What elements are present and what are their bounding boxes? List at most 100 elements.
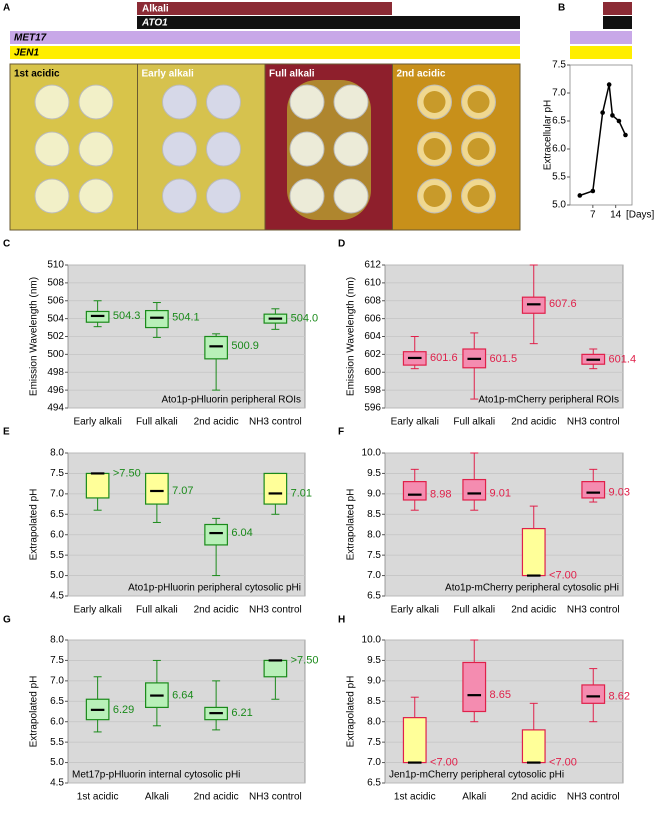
x-tick-label: 2nd acidic xyxy=(511,792,556,803)
colony xyxy=(206,84,241,120)
panel-letter: D xyxy=(338,239,345,250)
ato1-bar xyxy=(603,16,632,29)
alkali-bar xyxy=(603,2,632,15)
y-tick-label: 7.5 xyxy=(367,737,381,748)
value-label: 504.1 xyxy=(172,312,200,324)
y-tick-label: 7.5 xyxy=(367,550,381,561)
y-axis-label: Extrapolated pH xyxy=(29,489,40,561)
colony-center xyxy=(423,138,446,160)
y-tick-label: 510 xyxy=(47,260,64,271)
x-tick-label: NH3 control xyxy=(249,605,302,616)
x-tick-label: 14 xyxy=(610,210,622,221)
y-tick-label: 6.5 xyxy=(367,778,381,789)
y-tick-label: 506 xyxy=(47,295,64,306)
stage-label: Early alkali xyxy=(142,69,194,80)
y-tick-label: 6.5 xyxy=(50,509,64,520)
y-tick-label: 496 xyxy=(47,385,64,396)
jen1-bar xyxy=(570,46,632,59)
x-tick-label: Full alkali xyxy=(453,605,495,616)
panel-letter: C xyxy=(3,239,10,250)
box xyxy=(521,729,546,764)
y-tick-label: 604 xyxy=(364,331,381,342)
y-tick-label: 7.0 xyxy=(50,675,64,686)
y-tick-label: 600 xyxy=(364,367,381,378)
bar-label: MET17 xyxy=(14,33,47,44)
y-tick-label: 494 xyxy=(47,403,64,414)
x-tick-label: Full alkali xyxy=(136,417,178,428)
annotation: Met17p-pHluorin internal cytosolic pHi xyxy=(72,770,240,781)
y-tick-label: 9.0 xyxy=(367,488,381,499)
y-tick-label: 4.5 xyxy=(50,591,64,602)
colony xyxy=(78,131,114,167)
colony xyxy=(289,131,325,167)
y-tick-label: 6.0 xyxy=(50,716,64,727)
x-tick-label: NH3 control xyxy=(249,417,302,428)
point xyxy=(590,188,596,194)
y-tick-label: 10.0 xyxy=(362,448,382,459)
annotation: Jen1p-mCherry peripheral cytosolic pHi xyxy=(389,770,564,781)
plot-area xyxy=(569,64,633,206)
x-tick-label: NH3 control xyxy=(249,792,302,803)
y-tick-label: 610 xyxy=(364,278,381,289)
value-label: 6.64 xyxy=(172,689,193,701)
y-tick-label: 5.0 xyxy=(50,757,64,768)
box xyxy=(521,527,546,577)
bar-label: JEN1 xyxy=(14,48,39,59)
y-tick-label: 504 xyxy=(47,313,64,324)
plate-section xyxy=(392,63,521,231)
y-tick-label: 10.0 xyxy=(362,635,382,646)
y-tick-label: 8.0 xyxy=(367,716,381,727)
y-tick-label: 7.0 xyxy=(50,488,64,499)
colony xyxy=(34,178,70,214)
y-tick-label: 9.5 xyxy=(367,655,381,666)
box xyxy=(462,478,487,501)
colony-center xyxy=(467,91,490,113)
colony xyxy=(333,131,369,167)
x-tick-label: 2nd acidic xyxy=(511,417,556,428)
box xyxy=(263,659,288,678)
y-tick-label: 9.5 xyxy=(367,468,381,479)
x-tick-label: Full alkali xyxy=(453,417,495,428)
x-tick-label: Early alkali xyxy=(73,417,121,428)
y-tick-label: 6.5 xyxy=(552,116,566,127)
panel-letter: A xyxy=(3,3,10,14)
y-tick-label: 508 xyxy=(47,278,64,289)
colony xyxy=(289,84,325,120)
stage-label: 1st acidic xyxy=(14,69,60,80)
box xyxy=(402,717,427,764)
ato1-bar xyxy=(137,16,520,29)
x-tick-label: NH3 control xyxy=(567,605,620,616)
y-tick-label: 8.0 xyxy=(367,529,381,540)
y-tick-label: 6.5 xyxy=(50,696,64,707)
plate-photos: 1st acidic Early alkali Full alkali 2nd aci… xyxy=(9,63,521,231)
y-tick-label: 5.0 xyxy=(50,570,64,581)
y-tick-label: 6.0 xyxy=(50,529,64,540)
x-tick-label: 7 xyxy=(590,210,596,221)
annotation: Ato1p-mCherry peripheral cytosolic pHi xyxy=(445,583,619,594)
colony xyxy=(162,131,197,167)
y-tick-label: 8.0 xyxy=(50,635,64,646)
y-tick-label: 7.5 xyxy=(50,655,64,666)
value-label: <7.00 xyxy=(549,569,577,581)
plate-section xyxy=(137,63,266,231)
x-tick-label: Full alkali xyxy=(136,605,178,616)
x-axis-label: [Days] xyxy=(626,210,655,221)
x-tick-label: Alkali xyxy=(462,792,486,803)
y-tick-label: 7.0 xyxy=(367,757,381,768)
panel-letter: H xyxy=(338,615,345,626)
annotation: Ato1p-pHluorin peripheral cytosolic pHi xyxy=(128,583,301,594)
value-label: 607.6 xyxy=(549,298,577,310)
value-label: 601.6 xyxy=(430,352,458,364)
colony xyxy=(206,131,241,167)
y-tick-label: 7.0 xyxy=(367,570,381,581)
y-axis-label: Extrapolated pH xyxy=(346,489,357,561)
colony xyxy=(162,84,197,120)
point xyxy=(600,110,605,115)
x-tick-label: Alkali xyxy=(145,792,169,803)
y-axis-label: Emission Wavelength (nm) xyxy=(29,277,40,396)
value-label: >7.50 xyxy=(291,654,319,666)
value-label: 500.9 xyxy=(231,340,259,352)
jen1-bar xyxy=(10,46,520,59)
value-label: 6.04 xyxy=(231,527,252,539)
